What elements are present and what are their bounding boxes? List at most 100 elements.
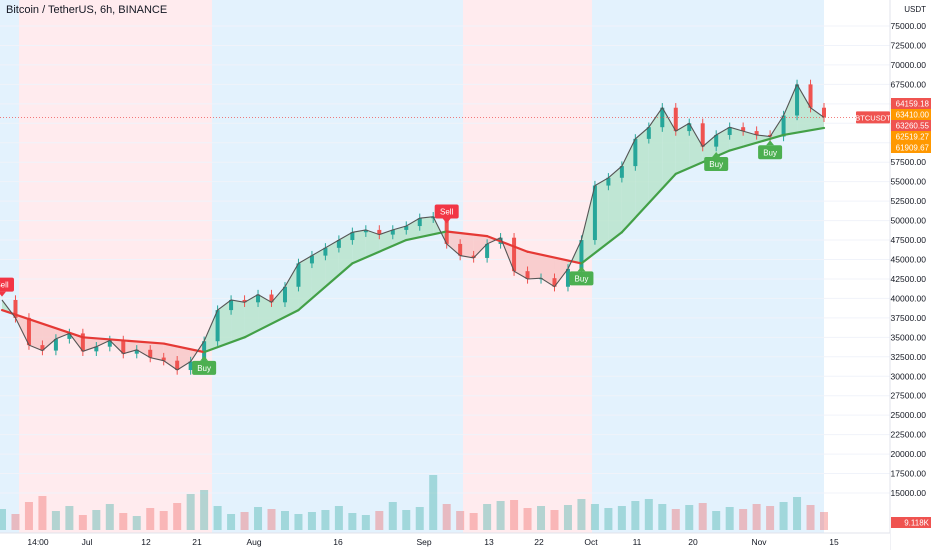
trend-fill-segment	[783, 84, 798, 135]
trend-fill-segment	[554, 257, 568, 287]
candle-body	[175, 360, 180, 371]
volume-bar	[550, 510, 559, 530]
trend-fill-segment	[406, 218, 420, 241]
regime-backgrounds	[0, 0, 824, 533]
trend-fill-segment	[675, 123, 690, 174]
trend-fill-segment	[55, 328, 70, 339]
trend-fill-segment	[231, 299, 245, 343]
moving-average-segment	[203, 336, 246, 354]
trend-fill-segment	[338, 232, 353, 276]
trend-fill-segment	[204, 310, 218, 353]
volume-bar	[415, 507, 424, 530]
signal-label: Buy	[763, 148, 777, 157]
moving-average-segment	[674, 149, 731, 175]
moving-average-segment	[728, 133, 785, 152]
candle-body	[619, 166, 624, 178]
volume-bar	[456, 511, 465, 530]
trend-fill-segment	[473, 234, 488, 258]
volume-bar	[132, 516, 141, 530]
volume-bar	[793, 497, 802, 530]
candle-body	[646, 127, 651, 139]
volume-bar	[375, 511, 384, 530]
volume-bar	[739, 509, 748, 530]
candle-body	[40, 345, 45, 351]
volume-bar	[510, 500, 519, 530]
volume-bar	[483, 504, 492, 530]
candle-body	[687, 123, 692, 132]
trend-fill-segment	[594, 177, 609, 254]
candle-body	[363, 229, 368, 233]
trend-fill-segment	[797, 84, 811, 133]
volume-bar	[442, 504, 451, 530]
candle-body	[633, 138, 638, 167]
signal-label: Sell	[0, 281, 9, 290]
candle-body	[795, 84, 800, 116]
trend-fill-segment	[419, 216, 434, 238]
price-label-box	[891, 98, 931, 109]
x-tick-label: Nov	[751, 537, 767, 547]
x-tick-label: 22	[534, 537, 544, 547]
moving-average-segment	[405, 230, 448, 242]
signal-tag-buy	[569, 271, 594, 286]
candle-body	[323, 247, 328, 256]
trend-fill-segment	[541, 254, 555, 287]
candle-body	[471, 255, 476, 258]
candle-body	[458, 243, 463, 256]
x-tick-label: 11	[633, 537, 642, 547]
candle-body	[377, 229, 382, 235]
volume-bar	[658, 504, 667, 530]
price-label: 63260.55	[896, 122, 930, 131]
volume-label: 9.118K	[904, 519, 929, 528]
volume-bar	[523, 508, 532, 530]
trend-fill-segment	[352, 229, 366, 264]
candle-body	[148, 349, 153, 358]
candle-body	[309, 255, 314, 264]
trend-fill	[2, 84, 824, 371]
price-label-box	[891, 109, 931, 120]
volume-bars	[0, 475, 828, 530]
moving-average-segment	[486, 235, 529, 253]
volume-bar	[604, 508, 613, 530]
candle-body	[714, 134, 719, 147]
candle-body	[94, 346, 99, 352]
regime-band-bullish	[592, 0, 824, 533]
candle-body	[67, 333, 72, 339]
candle-body	[592, 185, 597, 241]
y-tick-label: 52500.00	[891, 196, 927, 206]
trend-fill-segment	[163, 343, 178, 371]
candle-body	[161, 357, 166, 361]
volume-bar	[698, 503, 707, 530]
candle-body	[404, 226, 409, 230]
moving-average-segment	[0, 308, 84, 339]
volume-bar	[0, 509, 6, 530]
candle-body	[53, 338, 58, 351]
trend-fill-segment	[689, 123, 703, 169]
moving-average-segment	[243, 308, 300, 339]
volume-bar	[334, 506, 343, 530]
candle-body	[390, 229, 395, 235]
candle-body	[26, 317, 31, 346]
y-tick-label: 57500.00	[891, 157, 927, 167]
candle-body	[754, 131, 759, 135]
y-tick-label: 47500.00	[891, 235, 927, 245]
candle-body	[121, 340, 126, 354]
signal-label: Buy	[709, 160, 723, 169]
signal-arrow	[0, 291, 6, 297]
volume-bar	[766, 506, 775, 530]
volume-bar	[563, 505, 572, 530]
volume-bar	[617, 506, 626, 530]
signal-tag-buy	[758, 145, 783, 160]
trend-fill-segment	[608, 166, 622, 243]
trend-fill-segment	[136, 341, 151, 358]
volume-bar	[186, 494, 195, 530]
signal-tag-sell	[0, 277, 14, 292]
trend-fill-segment	[460, 233, 474, 258]
candle-body	[444, 216, 449, 244]
trend-fill-segment	[648, 107, 663, 204]
trend-fill-segment	[662, 107, 676, 189]
signal-label: Sell	[440, 207, 454, 216]
signal-arrow	[766, 140, 775, 146]
x-tick-label: 16	[333, 537, 343, 547]
trend-fill-segment	[365, 229, 380, 258]
